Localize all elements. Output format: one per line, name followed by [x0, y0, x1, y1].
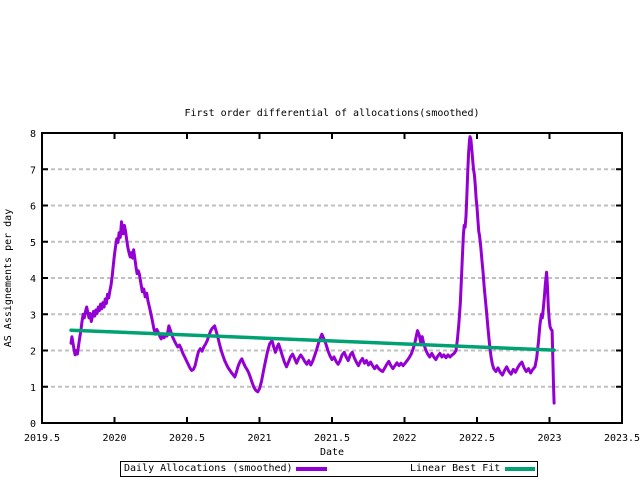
x-tick-label: 2020 — [102, 433, 126, 444]
legend-swatch-linear-best-fit — [505, 467, 535, 471]
x-tick-label: 2019.5 — [24, 433, 60, 444]
y-tick-label: 8 — [30, 129, 36, 140]
x-tick-label: 2023 — [537, 433, 561, 444]
data-line-daily-allocations — [69, 135, 556, 405]
x-axis-label: Date — [319, 447, 345, 458]
legend: Daily Allocations (smoothed) Linear Best… — [120, 461, 538, 477]
data-line-linear-best-fit — [69, 328, 556, 352]
x-tick-label: 2022.5 — [459, 433, 495, 444]
legend-label-linear-best-fit: Linear Best Fit — [410, 463, 501, 474]
legend-label-daily-allocations: Daily Allocations (smoothed) — [124, 463, 293, 474]
y-tick-label: 6 — [30, 202, 36, 213]
x-tick-label: 2021.5 — [314, 433, 350, 444]
y-tick-label: 0 — [30, 419, 36, 430]
y-tick-label: 7 — [30, 165, 36, 176]
x-tick-label: 2020.5 — [169, 433, 205, 444]
legend-swatch-daily-allocations — [296, 467, 327, 471]
y-tick-label: 2 — [30, 347, 36, 358]
y-tick-label: 1 — [30, 383, 36, 394]
x-tick-label: 2022 — [392, 433, 416, 444]
y-tick-label: 3 — [30, 310, 36, 321]
chart-title: First order differential of allocations(… — [184, 108, 480, 119]
y-tick-label: 5 — [30, 238, 36, 249]
x-tick-label: 2021 — [247, 433, 271, 444]
x-tick-label: 2023.5 — [604, 433, 640, 444]
y-tick-label: 4 — [30, 274, 36, 285]
